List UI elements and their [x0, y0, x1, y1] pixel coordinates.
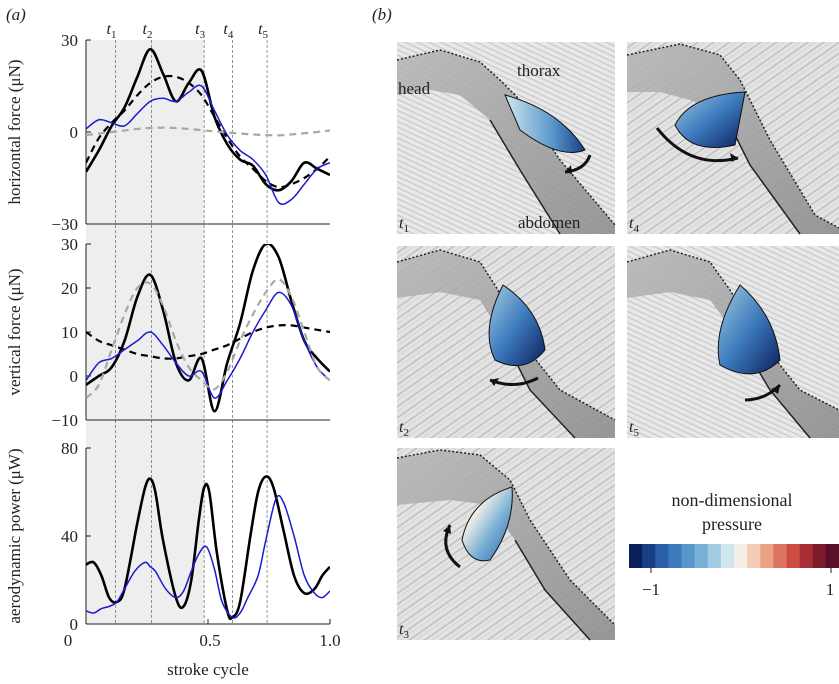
pressure-legend: non-dimensional pressure −1 1 [629, 490, 839, 599]
y-axis-label: aerodynamic power (μW) [5, 448, 24, 623]
y-tick-label: 0 [70, 123, 79, 142]
flow-frame-t2: t2 [396, 246, 616, 439]
colorbar-swatch [642, 544, 656, 568]
colorbar-swatch [799, 544, 814, 568]
y-tick-label: 80 [61, 439, 78, 458]
flow-frame-t1: head thorax abdomen t1 [396, 42, 616, 235]
y-tick-label: 20 [61, 279, 78, 298]
panel-a: t1 t2 t3 t4 t5 30 0 −30 horizontal force (μN) 30 2… [5, 21, 341, 679]
colorbar-swatch [629, 544, 643, 568]
flow-frame-t5: t5 [626, 246, 839, 439]
time-marker-label: t1 [107, 21, 117, 41]
frame-time-label: t4 [629, 215, 639, 235]
legend-title-line2: pressure [702, 514, 762, 534]
y-tick-label: −10 [51, 411, 78, 430]
x-axis-label: stroke cycle [167, 660, 249, 679]
panel-a-label: (a) [6, 5, 26, 24]
colorbar-max-label: 1 [826, 580, 835, 599]
colorbar-swatch [668, 544, 682, 568]
shaded-interval [86, 40, 205, 624]
y-axis-label: horizontal force (μN) [5, 59, 24, 204]
x-tick-label: 0 [64, 631, 73, 650]
head-label: head [398, 79, 431, 98]
frame-time-label: t1 [399, 215, 409, 235]
series-grey-dashed [86, 126, 330, 137]
colorbar-swatch [773, 544, 787, 568]
y-tick-label: 30 [61, 235, 78, 254]
time-marker-label: t4 [223, 21, 233, 41]
flow-frame-t4: t4 [626, 42, 839, 235]
colorbar-min-label: −1 [642, 580, 660, 599]
abdomen-label: abdomen [518, 213, 581, 232]
panel-b-label: (b) [372, 5, 392, 24]
colorbar-swatch [655, 544, 669, 568]
y-tick-label: 30 [61, 31, 78, 50]
colorbar-swatch [825, 544, 839, 568]
series-black-dashed [86, 74, 330, 189]
colorbar-swatch [694, 544, 709, 568]
colorbar-swatch [747, 544, 761, 568]
series-group [86, 244, 330, 413]
x-tick-label: 1.0 [319, 631, 340, 650]
colorbar-swatch [681, 544, 695, 568]
x-tick-label: 0.5 [199, 631, 220, 650]
colorbar-swatch [734, 544, 748, 568]
series-group [86, 47, 330, 205]
colorbar-swatch [760, 544, 774, 568]
time-marker-label: t5 [258, 21, 268, 41]
series-grey-dashed [86, 278, 330, 399]
colorbar [629, 544, 839, 573]
y-tick-label: 0 [70, 615, 79, 634]
colorbar-swatch [786, 544, 800, 568]
time-marker-label: t3 [195, 21, 205, 41]
series-blue-solid [86, 494, 330, 619]
frame-time-label: t5 [629, 419, 639, 439]
y-tick-label: 10 [61, 323, 78, 342]
y-tick-label: 40 [61, 527, 78, 546]
series-black-solid [86, 47, 330, 192]
colorbar-swatch [720, 544, 735, 568]
legend-title-line1: non-dimensional [672, 490, 793, 510]
frame-time-label: t2 [399, 419, 409, 439]
frame-time-label: t3 [399, 621, 409, 641]
y-tick-label: 0 [70, 367, 79, 386]
colorbar-swatch [812, 544, 827, 568]
flow-frame-t3: t3 [396, 448, 616, 641]
thorax-label: thorax [517, 61, 561, 80]
series-group [86, 475, 330, 621]
y-axis-label: vertical force (μN) [5, 268, 24, 395]
colorbar-swatch [707, 544, 722, 568]
y-tick-label: −30 [51, 215, 78, 234]
time-marker-label: t2 [143, 21, 153, 41]
series-blue-solid [86, 84, 330, 205]
